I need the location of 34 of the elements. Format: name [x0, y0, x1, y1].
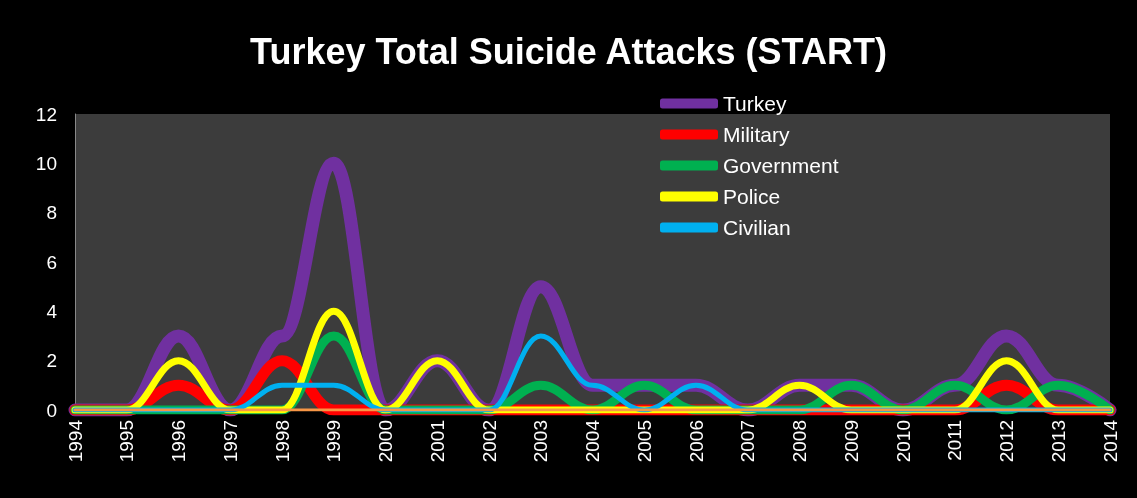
legend-label: Government: [723, 154, 839, 177]
y-tick-label: 4: [46, 300, 58, 322]
y-tick-label: 10: [35, 152, 57, 174]
x-tick-label: 1997: [219, 420, 241, 463]
x-tick-label: 1998: [271, 420, 293, 463]
x-tick-label: 2013: [1047, 420, 1069, 463]
legend-label: Civilian: [723, 216, 791, 239]
x-tick-label: 1995: [116, 420, 138, 463]
x-tick-label: 2003: [530, 420, 552, 463]
x-tick-label: 2001: [426, 420, 448, 463]
x-tick-label: 2002: [478, 420, 500, 463]
x-tick-label: 2004: [582, 419, 603, 463]
legend-label: Police: [723, 185, 781, 208]
y-tick-label: 8: [46, 202, 57, 224]
legend-label: Turkey: [723, 92, 787, 115]
x-tick-label: 2009: [840, 420, 862, 463]
chart-title: Turkey Total Suicide Attacks (START): [250, 30, 887, 72]
legend-label: Military: [723, 123, 790, 146]
y-tick-label: 0: [46, 399, 57, 421]
x-tick-label: 1996: [168, 420, 189, 463]
y-tick-label: 6: [46, 251, 57, 273]
x-tick-label: 2005: [633, 420, 655, 463]
x-tick-label: 1999: [323, 420, 345, 463]
x-tick-label: 2000: [375, 420, 396, 463]
x-tick-label: 2006: [685, 420, 707, 463]
x-tick-label: 2012: [996, 420, 1017, 463]
y-tick-label: 12: [35, 103, 57, 125]
x-tick-label: 2007: [737, 420, 759, 463]
x-tick-label: 2014: [1099, 419, 1121, 463]
x-tick-label: 2010: [892, 420, 914, 463]
x-tick-label: 2008: [789, 420, 810, 463]
y-tick-label: 2: [46, 350, 57, 372]
x-tick-label: 2011: [944, 420, 966, 461]
x-tick-label: 1994: [64, 419, 86, 463]
